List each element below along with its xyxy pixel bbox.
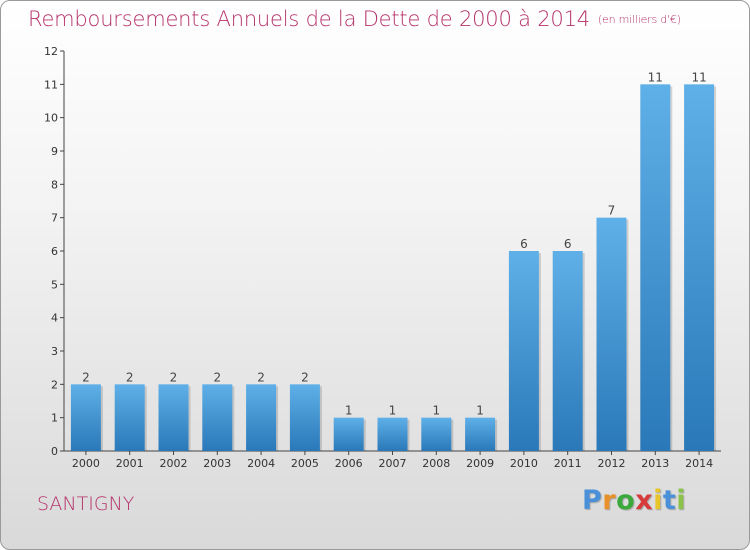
data-label: 2 [257, 370, 265, 384]
x-tick-label: 2004 [247, 457, 275, 470]
data-label: 7 [608, 204, 616, 218]
bar-2012 [596, 217, 627, 451]
bar-group: 1 2009 [465, 404, 498, 470]
x-tick-label: 2011 [554, 457, 582, 470]
y-tick-label: 0 [51, 445, 58, 458]
commune-name: SANTIGNY [37, 493, 135, 515]
bar-2014 [684, 84, 715, 451]
logo-letter: P [582, 485, 603, 516]
y-tick-label: 5 [51, 278, 58, 291]
bar-group: 7 2012 [596, 204, 629, 470]
bar-2007 [377, 417, 408, 451]
bar-2013 [640, 84, 671, 451]
data-label: 2 [170, 370, 178, 384]
data-label: 6 [520, 237, 528, 251]
y-tick-label: 9 [51, 145, 58, 158]
y-tick-label: 1 [51, 412, 58, 425]
bar-group: 2 2004 [246, 370, 279, 470]
data-label: 2 [213, 370, 221, 384]
y-tick-label: 8 [51, 178, 58, 191]
data-label: 6 [564, 237, 572, 251]
data-label: 2 [126, 370, 134, 384]
y-tick-label: 11 [44, 78, 58, 91]
chart-bars: 2 2000 2 2001 2 2002 2 2003 2 2004 2 2005 1 2006 1 2007… [70, 70, 717, 470]
x-tick-label: 2014 [685, 457, 713, 470]
data-label: 1 [476, 404, 484, 418]
y-tick-label: 7 [51, 212, 58, 225]
bar-group: 11 2013 [640, 70, 673, 470]
x-tick-label: 2001 [116, 457, 144, 470]
bar-2009 [465, 417, 496, 451]
y-tick-label: 6 [51, 245, 58, 258]
chart-subtitle: (en milliers d'€) [597, 13, 681, 26]
bar-2004 [246, 384, 277, 451]
data-label: 11 [691, 70, 706, 84]
chart-title: Remboursements Annuels de la Dette de 20… [28, 7, 681, 31]
y-tick-label: 2 [51, 378, 58, 391]
bar-group: 2 2003 [202, 370, 235, 470]
bar-2003 [202, 384, 233, 451]
data-label: 2 [82, 370, 90, 384]
data-label: 2 [301, 370, 309, 384]
x-tick-label: 2007 [379, 457, 407, 470]
x-tick-label: 2009 [466, 457, 494, 470]
bar-group: 6 2010 [508, 237, 541, 470]
bar-group: 2 2005 [289, 370, 322, 470]
proxiti-logo: Proxiti [582, 485, 686, 516]
bar-group: 2 2002 [158, 370, 191, 470]
bar-2002 [158, 384, 189, 451]
logo-letter: o [616, 485, 636, 516]
logo-letter: t [662, 485, 677, 516]
bar-2008 [421, 417, 452, 451]
y-tick-label: 3 [51, 345, 58, 358]
bar-2005 [289, 384, 320, 451]
x-tick-label: 2005 [291, 457, 319, 470]
bar-2010 [508, 251, 539, 451]
bar-group: 6 2011 [552, 237, 585, 470]
x-tick-label: 2006 [335, 457, 363, 470]
y-tick-label: 12 [44, 45, 58, 58]
x-tick-label: 2008 [422, 457, 450, 470]
x-tick-label: 2013 [641, 457, 669, 470]
bar-group: 1 2008 [421, 404, 454, 470]
x-tick-label: 2000 [72, 457, 100, 470]
bar-2006 [333, 417, 364, 451]
x-tick-label: 2010 [510, 457, 538, 470]
x-tick-label: 2002 [160, 457, 188, 470]
x-tick-label: 2003 [203, 457, 231, 470]
data-label: 1 [389, 404, 397, 418]
bar-group: 11 2014 [684, 70, 717, 470]
x-tick-label: 2012 [598, 457, 626, 470]
y-tick-label: 10 [44, 112, 58, 125]
data-label: 1 [345, 404, 353, 418]
logo-letter: r [602, 485, 617, 516]
bar-group: 2 2000 [70, 370, 103, 470]
bar-group: 1 2006 [333, 404, 366, 470]
chart-title-text: Remboursements Annuels de la Dette de 20… [28, 7, 590, 31]
data-label: 11 [648, 70, 663, 84]
bar-2000 [70, 384, 101, 451]
logo-letter: i [653, 485, 663, 516]
logo-letter: x [635, 485, 654, 516]
logo-letter: i [676, 485, 687, 516]
bar-group: 1 2007 [377, 404, 410, 470]
data-label: 1 [432, 404, 440, 418]
bar-2001 [114, 384, 145, 451]
bar-group: 2 2001 [114, 370, 147, 470]
y-tick-label: 4 [51, 312, 58, 325]
bar-2011 [552, 251, 583, 451]
